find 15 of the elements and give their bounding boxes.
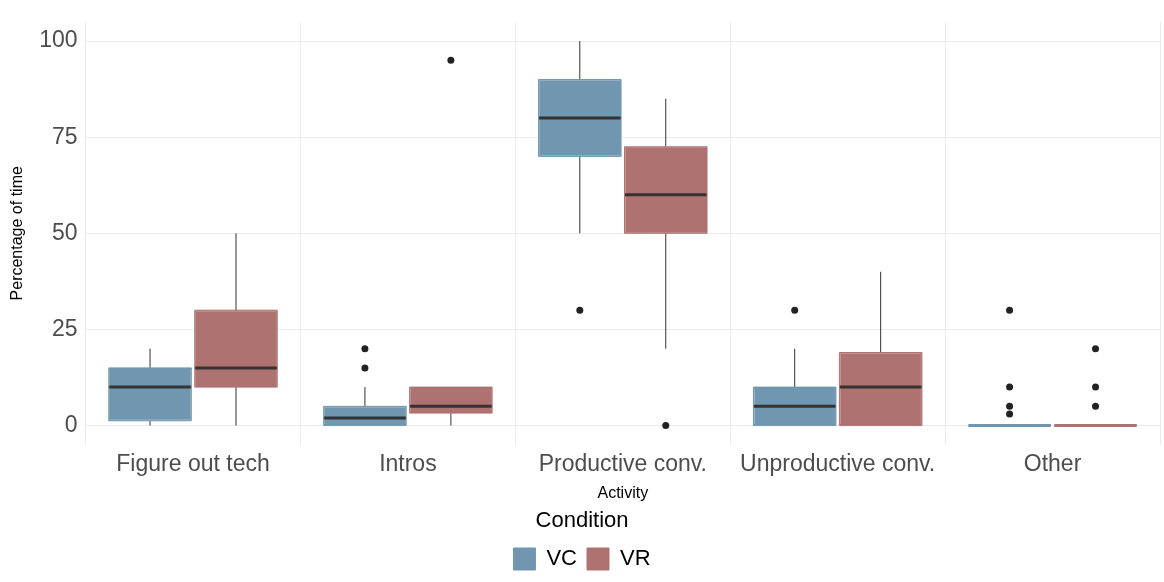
x-tick-label: Unproductive conv. xyxy=(740,449,936,476)
legend-label: VC xyxy=(546,545,578,571)
x-tick-label: Intros xyxy=(379,449,437,476)
x-tick-label: Figure out tech xyxy=(116,449,270,476)
x-tick-label: Other xyxy=(1023,449,1082,476)
legend-label: VR xyxy=(620,545,651,571)
y-tick-label: 0 xyxy=(64,410,78,437)
x-tick-label: Productive conv. xyxy=(538,449,707,476)
y-tick-label: 100 xyxy=(39,26,78,53)
y-axis-title: Percentage of time xyxy=(8,166,26,301)
y-tick-label: 25 xyxy=(51,314,78,341)
legend-title: Condition xyxy=(535,506,629,532)
x-axis-title: Activity xyxy=(597,484,649,502)
y-tick-label: 75 xyxy=(51,122,78,149)
y-tick-label: 50 xyxy=(51,218,78,245)
